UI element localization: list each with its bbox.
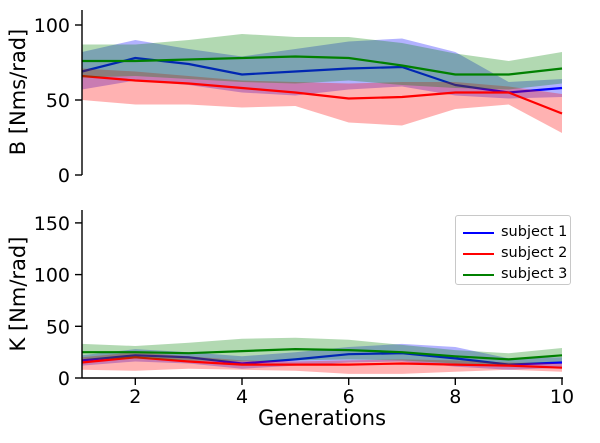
b-plot-band-subject-1 [82, 38, 562, 99]
k-plot-line-subject-1 [81, 352, 563, 366]
b-plot-y-axis-label: B [Nms/rad] [6, 28, 30, 156]
b-plot-line-subject-3 [82, 55, 563, 76]
k-plot-y-tick-label-0: 0 [58, 368, 70, 390]
legend-line-swatch-subject-3 [463, 273, 494, 276]
k-plot-y-tick-label-50: 50 [46, 316, 70, 338]
k-plot-line-subject-2 [81, 356, 563, 369]
b-plot-y-tick-label-0: 0 [58, 165, 70, 187]
b-plot-line-subject-2 [81, 74, 563, 115]
k-plot-x-tick-label-8: 8 [449, 386, 461, 408]
legend: subject 1 subject 2 subject 3 [455, 215, 571, 285]
k-plot-y-tick-label-150: 150 [34, 213, 70, 235]
k-plot-x-tick-label-10: 10 [550, 386, 574, 408]
legend-label-subject-2: subject 2 [501, 245, 568, 261]
k-plot-band-subject-3 [82, 337, 562, 365]
k-plot-line-subject-3 [82, 348, 563, 361]
b-plot-band-subject-3 [82, 34, 562, 90]
k-plot-y-axis-label: K [Nm/rad] [6, 236, 30, 352]
x-axis-label: Generations [257, 406, 387, 430]
legend-entry-subject-1: subject 1 [463, 222, 570, 243]
k-plot-y-tick-label-100: 100 [34, 265, 70, 287]
k-plot-x-tick-label-2: 2 [129, 386, 141, 408]
b-plot-y-tick-label-50: 50 [46, 90, 70, 112]
legend-entry-subject-2: subject 2 [463, 243, 570, 264]
legend-entry-subject-3: subject 3 [463, 264, 570, 285]
legend-label-subject-3: subject 3 [501, 266, 568, 282]
legend-label-subject-1: subject 1 [501, 224, 568, 240]
k-plot-band-subject-2 [82, 352, 562, 374]
b-plot-y-tick-label-100: 100 [34, 15, 70, 37]
legend-line-swatch-subject-2 [463, 252, 494, 255]
k-plot-x-tick-label-4: 4 [236, 386, 248, 408]
legend-line-swatch-subject-1 [463, 231, 494, 234]
k-plot-x-tick-label-6: 6 [343, 386, 355, 408]
